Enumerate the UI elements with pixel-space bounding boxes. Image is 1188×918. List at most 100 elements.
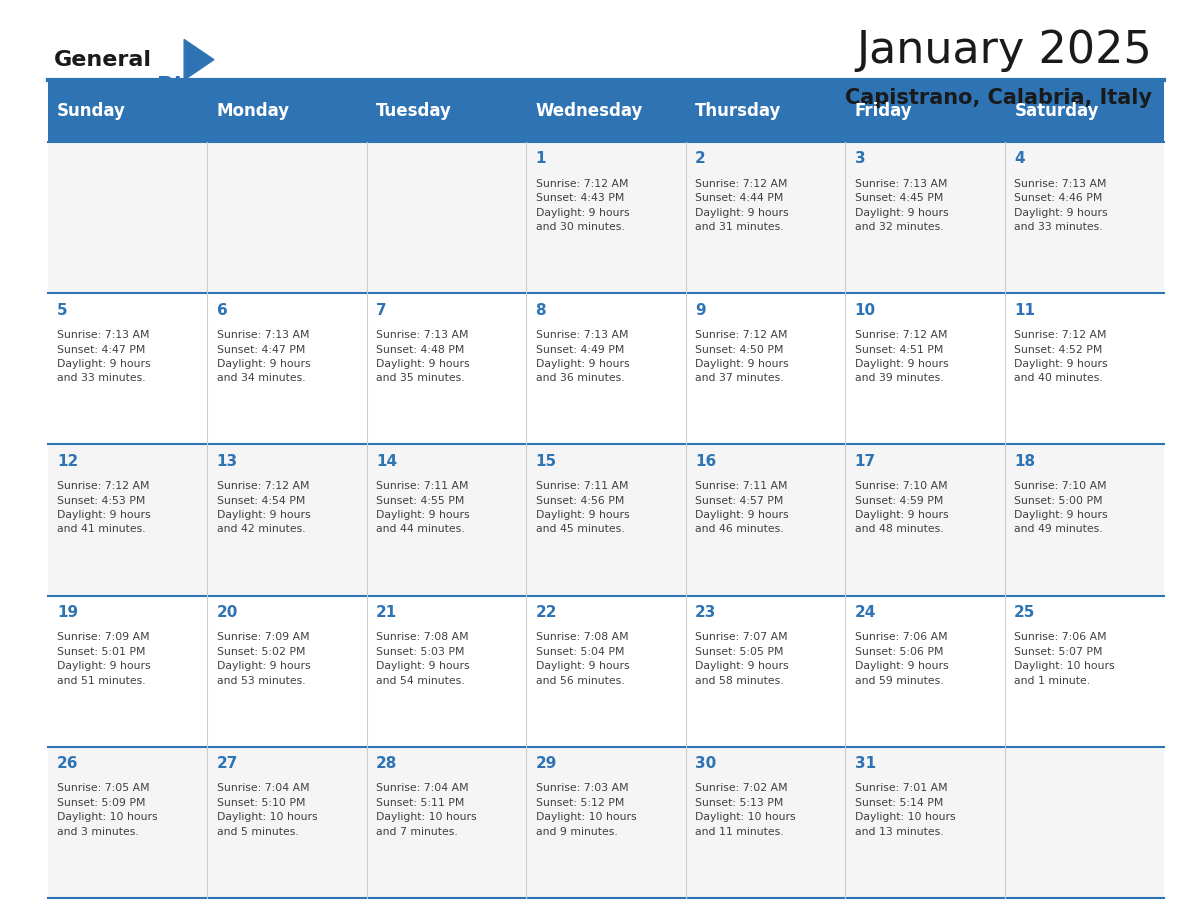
Text: 24: 24 bbox=[854, 605, 876, 620]
Bar bbox=[845, 746, 1005, 898]
Text: Sunrise: 7:13 AM
Sunset: 4:46 PM
Daylight: 9 hours
and 33 minutes.: Sunrise: 7:13 AM Sunset: 4:46 PM Dayligh… bbox=[1015, 179, 1108, 232]
Text: Sunrise: 7:11 AM
Sunset: 4:57 PM
Daylight: 9 hours
and 46 minutes.: Sunrise: 7:11 AM Sunset: 4:57 PM Dayligh… bbox=[695, 481, 789, 534]
Text: Saturday: Saturday bbox=[1015, 102, 1099, 120]
Bar bbox=[48, 80, 1164, 142]
Text: Sunrise: 7:11 AM
Sunset: 4:56 PM
Daylight: 9 hours
and 45 minutes.: Sunrise: 7:11 AM Sunset: 4:56 PM Dayligh… bbox=[536, 481, 630, 534]
Text: Wednesday: Wednesday bbox=[536, 102, 643, 120]
Bar bbox=[526, 294, 685, 444]
Text: Sunday: Sunday bbox=[57, 102, 126, 120]
Text: 2: 2 bbox=[695, 151, 706, 166]
Text: 4: 4 bbox=[1015, 151, 1025, 166]
Text: Sunrise: 7:06 AM
Sunset: 5:06 PM
Daylight: 9 hours
and 59 minutes.: Sunrise: 7:06 AM Sunset: 5:06 PM Dayligh… bbox=[854, 633, 948, 686]
Bar bbox=[1005, 596, 1164, 746]
Text: 17: 17 bbox=[854, 453, 876, 469]
Text: Sunrise: 7:12 AM
Sunset: 4:50 PM
Daylight: 9 hours
and 37 minutes.: Sunrise: 7:12 AM Sunset: 4:50 PM Dayligh… bbox=[695, 330, 789, 384]
Bar bbox=[367, 746, 526, 898]
Text: Sunrise: 7:10 AM
Sunset: 4:59 PM
Daylight: 9 hours
and 48 minutes.: Sunrise: 7:10 AM Sunset: 4:59 PM Dayligh… bbox=[854, 481, 948, 534]
Text: Sunrise: 7:12 AM
Sunset: 4:53 PM
Daylight: 9 hours
and 41 minutes.: Sunrise: 7:12 AM Sunset: 4:53 PM Dayligh… bbox=[57, 481, 151, 534]
Bar bbox=[48, 746, 207, 898]
Text: Sunrise: 7:09 AM
Sunset: 5:02 PM
Daylight: 9 hours
and 53 minutes.: Sunrise: 7:09 AM Sunset: 5:02 PM Dayligh… bbox=[216, 633, 310, 686]
Text: 30: 30 bbox=[695, 756, 716, 771]
Text: 13: 13 bbox=[216, 453, 238, 469]
Bar bbox=[1005, 444, 1164, 596]
Text: 29: 29 bbox=[536, 756, 557, 771]
Text: 31: 31 bbox=[854, 756, 876, 771]
Text: Monday: Monday bbox=[216, 102, 290, 120]
Text: 15: 15 bbox=[536, 453, 557, 469]
Text: Sunrise: 7:12 AM
Sunset: 4:51 PM
Daylight: 9 hours
and 39 minutes.: Sunrise: 7:12 AM Sunset: 4:51 PM Dayligh… bbox=[854, 330, 948, 384]
Text: Sunrise: 7:10 AM
Sunset: 5:00 PM
Daylight: 9 hours
and 49 minutes.: Sunrise: 7:10 AM Sunset: 5:00 PM Dayligh… bbox=[1015, 481, 1108, 534]
Bar bbox=[526, 444, 685, 596]
Bar bbox=[48, 294, 207, 444]
Text: Sunrise: 7:13 AM
Sunset: 4:49 PM
Daylight: 9 hours
and 36 minutes.: Sunrise: 7:13 AM Sunset: 4:49 PM Dayligh… bbox=[536, 330, 630, 384]
Text: Sunrise: 7:12 AM
Sunset: 4:54 PM
Daylight: 9 hours
and 42 minutes.: Sunrise: 7:12 AM Sunset: 4:54 PM Dayligh… bbox=[216, 481, 310, 534]
Text: Sunrise: 7:07 AM
Sunset: 5:05 PM
Daylight: 9 hours
and 58 minutes.: Sunrise: 7:07 AM Sunset: 5:05 PM Dayligh… bbox=[695, 633, 789, 686]
Text: Sunrise: 7:04 AM
Sunset: 5:11 PM
Daylight: 10 hours
and 7 minutes.: Sunrise: 7:04 AM Sunset: 5:11 PM Dayligh… bbox=[377, 783, 476, 836]
Bar bbox=[845, 596, 1005, 746]
Text: Sunrise: 7:06 AM
Sunset: 5:07 PM
Daylight: 10 hours
and 1 minute.: Sunrise: 7:06 AM Sunset: 5:07 PM Dayligh… bbox=[1015, 633, 1114, 686]
Text: Sunrise: 7:04 AM
Sunset: 5:10 PM
Daylight: 10 hours
and 5 minutes.: Sunrise: 7:04 AM Sunset: 5:10 PM Dayligh… bbox=[216, 783, 317, 836]
Text: 22: 22 bbox=[536, 605, 557, 620]
Bar bbox=[1005, 142, 1164, 294]
Text: 8: 8 bbox=[536, 303, 546, 318]
Text: Sunrise: 7:12 AM
Sunset: 4:52 PM
Daylight: 9 hours
and 40 minutes.: Sunrise: 7:12 AM Sunset: 4:52 PM Dayligh… bbox=[1015, 330, 1108, 384]
Bar bbox=[367, 142, 526, 294]
Text: 10: 10 bbox=[854, 303, 876, 318]
Text: 9: 9 bbox=[695, 303, 706, 318]
Bar bbox=[1005, 294, 1164, 444]
Text: 21: 21 bbox=[377, 605, 397, 620]
Text: 18: 18 bbox=[1015, 453, 1035, 469]
Bar bbox=[685, 142, 845, 294]
Bar bbox=[48, 596, 207, 746]
Text: 23: 23 bbox=[695, 605, 716, 620]
Text: Sunrise: 7:05 AM
Sunset: 5:09 PM
Daylight: 10 hours
and 3 minutes.: Sunrise: 7:05 AM Sunset: 5:09 PM Dayligh… bbox=[57, 783, 158, 836]
Text: Sunrise: 7:03 AM
Sunset: 5:12 PM
Daylight: 10 hours
and 9 minutes.: Sunrise: 7:03 AM Sunset: 5:12 PM Dayligh… bbox=[536, 783, 637, 836]
Text: Sunrise: 7:02 AM
Sunset: 5:13 PM
Daylight: 10 hours
and 11 minutes.: Sunrise: 7:02 AM Sunset: 5:13 PM Dayligh… bbox=[695, 783, 796, 836]
Text: Capistrano, Calabria, Italy: Capistrano, Calabria, Italy bbox=[846, 88, 1152, 108]
Text: Sunrise: 7:09 AM
Sunset: 5:01 PM
Daylight: 9 hours
and 51 minutes.: Sunrise: 7:09 AM Sunset: 5:01 PM Dayligh… bbox=[57, 633, 151, 686]
Text: 1: 1 bbox=[536, 151, 546, 166]
Text: Sunrise: 7:12 AM
Sunset: 4:44 PM
Daylight: 9 hours
and 31 minutes.: Sunrise: 7:12 AM Sunset: 4:44 PM Dayligh… bbox=[695, 179, 789, 232]
Text: 3: 3 bbox=[854, 151, 865, 166]
Text: 25: 25 bbox=[1015, 605, 1036, 620]
Bar bbox=[526, 746, 685, 898]
Bar bbox=[207, 746, 367, 898]
Text: Sunrise: 7:08 AM
Sunset: 5:03 PM
Daylight: 9 hours
and 54 minutes.: Sunrise: 7:08 AM Sunset: 5:03 PM Dayligh… bbox=[377, 633, 469, 686]
Bar bbox=[207, 294, 367, 444]
Bar bbox=[207, 596, 367, 746]
Bar bbox=[685, 596, 845, 746]
Bar bbox=[845, 444, 1005, 596]
Text: 20: 20 bbox=[216, 605, 238, 620]
Text: Sunrise: 7:11 AM
Sunset: 4:55 PM
Daylight: 9 hours
and 44 minutes.: Sunrise: 7:11 AM Sunset: 4:55 PM Dayligh… bbox=[377, 481, 469, 534]
Text: Tuesday: Tuesday bbox=[377, 102, 451, 120]
Bar bbox=[207, 142, 367, 294]
Text: January 2025: January 2025 bbox=[857, 29, 1152, 72]
Text: 19: 19 bbox=[57, 605, 78, 620]
Text: 5: 5 bbox=[57, 303, 68, 318]
Bar bbox=[845, 142, 1005, 294]
Bar bbox=[48, 444, 207, 596]
Text: Sunrise: 7:13 AM
Sunset: 4:48 PM
Daylight: 9 hours
and 35 minutes.: Sunrise: 7:13 AM Sunset: 4:48 PM Dayligh… bbox=[377, 330, 469, 384]
Bar bbox=[367, 294, 526, 444]
Bar bbox=[526, 596, 685, 746]
Bar bbox=[48, 142, 207, 294]
Text: Blue: Blue bbox=[157, 76, 213, 96]
Bar bbox=[367, 444, 526, 596]
Bar bbox=[685, 294, 845, 444]
Polygon shape bbox=[184, 39, 214, 80]
Bar bbox=[207, 444, 367, 596]
Text: Sunrise: 7:13 AM
Sunset: 4:47 PM
Daylight: 9 hours
and 34 minutes.: Sunrise: 7:13 AM Sunset: 4:47 PM Dayligh… bbox=[216, 330, 310, 384]
Text: Thursday: Thursday bbox=[695, 102, 782, 120]
Bar bbox=[685, 746, 845, 898]
Text: 14: 14 bbox=[377, 453, 397, 469]
Bar bbox=[526, 142, 685, 294]
Text: 26: 26 bbox=[57, 756, 78, 771]
Text: Friday: Friday bbox=[854, 102, 912, 120]
Text: Sunrise: 7:01 AM
Sunset: 5:14 PM
Daylight: 10 hours
and 13 minutes.: Sunrise: 7:01 AM Sunset: 5:14 PM Dayligh… bbox=[854, 783, 955, 836]
Bar bbox=[845, 294, 1005, 444]
Text: 7: 7 bbox=[377, 303, 387, 318]
Text: Sunrise: 7:12 AM
Sunset: 4:43 PM
Daylight: 9 hours
and 30 minutes.: Sunrise: 7:12 AM Sunset: 4:43 PM Dayligh… bbox=[536, 179, 630, 232]
Bar bbox=[685, 444, 845, 596]
Text: 16: 16 bbox=[695, 453, 716, 469]
Text: 28: 28 bbox=[377, 756, 398, 771]
